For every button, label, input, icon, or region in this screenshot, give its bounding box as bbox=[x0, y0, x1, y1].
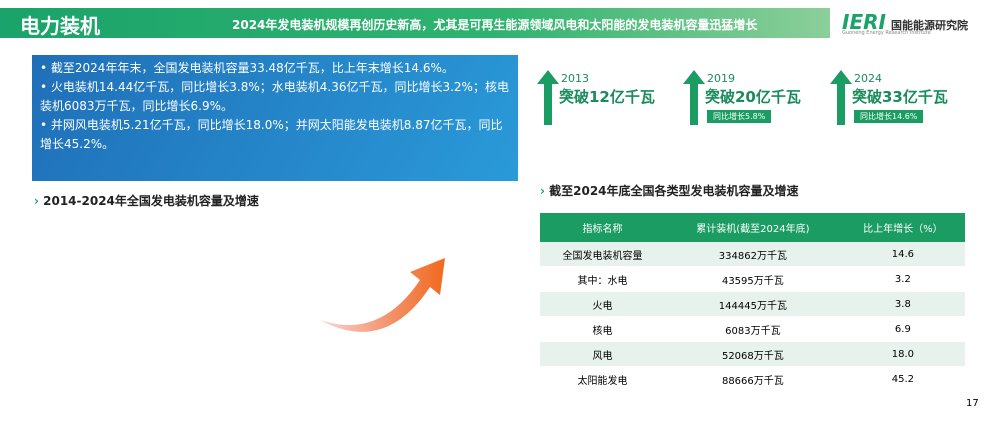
table-row: 火电 144445万千瓦 3.8 bbox=[540, 291, 965, 317]
milestone-year: 2019年 bbox=[707, 72, 735, 100]
table-cell: 太阳能发电 bbox=[540, 366, 665, 392]
table-cell: 6083万千瓦 bbox=[665, 316, 841, 342]
bullet: 火电装机14.44亿千瓦，同比增长3.8%；水电装机4.36亿千瓦，同比增长3.… bbox=[40, 78, 510, 116]
table-row: 太阳能发电 88666万千瓦 45.2 bbox=[540, 366, 965, 392]
milestone-text: 突破33亿千瓦 bbox=[852, 88, 948, 106]
table-title: 截至2024年底全国各类型发电装机容量及增速 bbox=[540, 182, 798, 199]
arrow-shape bbox=[830, 70, 852, 125]
table-row: 风电 52068万千瓦 18.0 bbox=[540, 341, 965, 367]
data-table: 指标名称 累计装机(截至2024年底) 比上年增长（%） 全国发电装机容量 334862… bbox=[540, 213, 965, 392]
table-cell: 45.2 bbox=[840, 366, 965, 392]
table-header: 累计装机(截至2024年底) bbox=[665, 213, 841, 242]
logo: IERI 国能能源研究院 Guoneng Energy Research Ins… bbox=[842, 10, 968, 36]
table-cell: 334862万千瓦 bbox=[665, 242, 841, 267]
table-cell: 88666万千瓦 bbox=[665, 366, 841, 392]
table-cell: 3.2 bbox=[840, 266, 965, 292]
table-cell: 其中：水电 bbox=[540, 266, 665, 292]
bullet: 截至2024年年末，全国发电装机容量33.48亿千瓦，比上年末增长14.6%。 bbox=[40, 59, 510, 78]
milestone-year: 2024年 bbox=[854, 72, 882, 100]
milestone-year: 2013年 bbox=[561, 72, 589, 100]
slide-subtitle: 2024年发电装机规模再创历史新高，尤其是可再生能源领域风电和太阳能的发电装机容… bbox=[232, 18, 758, 32]
table-row: 其中：水电 43595万千瓦 3.2 bbox=[540, 266, 965, 292]
table-cell: 火电 bbox=[540, 291, 665, 317]
page-number: 17 bbox=[966, 398, 979, 409]
arrow-shape bbox=[537, 70, 559, 125]
table-cell: 52068万千瓦 bbox=[665, 341, 841, 367]
table-cell: 6.9 bbox=[840, 316, 965, 342]
header-bar: 电力装机 2024年发电装机规模再创历史新高，尤其是可再生能源领域风电和太阳能的… bbox=[0, 8, 830, 38]
table-row: 核电 6083万千瓦 6.9 bbox=[540, 316, 965, 342]
logo-en: Guoneng Energy Research Institute bbox=[842, 30, 931, 36]
arrow-shape bbox=[683, 70, 705, 125]
table-cell: 全国发电装机容量 bbox=[540, 242, 665, 267]
logo-name: 国能能源研究院 bbox=[891, 19, 969, 32]
decor-arrow bbox=[320, 258, 445, 332]
table-cell: 14.6 bbox=[840, 242, 965, 267]
table-header: 比上年增长（%） bbox=[840, 213, 965, 242]
bullet: 并网风电装机5.21亿千瓦，同比增长18.0%；并网太阳能发电装机8.87亿千瓦… bbox=[40, 116, 510, 154]
logo-mark: IERI bbox=[842, 10, 886, 34]
milestone-arrow bbox=[830, 70, 852, 125]
table-cell: 风电 bbox=[540, 341, 665, 367]
table-row: 全国发电装机容量 334862万千瓦 14.6 bbox=[540, 242, 965, 267]
table-cell: 核电 bbox=[540, 316, 665, 342]
table-cell: 3.8 bbox=[840, 291, 965, 317]
table-cell: 43595万千瓦 bbox=[665, 266, 841, 292]
table-cell: 18.0 bbox=[840, 341, 965, 367]
table-cell: 144445万千瓦 bbox=[665, 291, 841, 317]
chart-title: 2014-2024年全国发电装机容量及增速 bbox=[34, 192, 259, 209]
milestone-arrow bbox=[683, 70, 705, 125]
milestone-text: 突破12亿千瓦 bbox=[559, 88, 655, 106]
milestone-growth: 同比增长5.8% bbox=[707, 110, 772, 123]
table-header: 指标名称 bbox=[540, 213, 665, 242]
milestone-growth: 同比增长14.6% bbox=[854, 110, 924, 123]
milestone-arrow: 0500001000001500002000002500003000003500… bbox=[537, 70, 559, 125]
bullet-box: 截至2024年年末，全国发电装机容量33.48亿千瓦，比上年末增长14.6%。 … bbox=[32, 55, 518, 181]
chart bbox=[320, 258, 445, 332]
milestone-text: 突破20亿千瓦 bbox=[705, 88, 801, 106]
slide-title: 电力装机 bbox=[20, 14, 100, 38]
